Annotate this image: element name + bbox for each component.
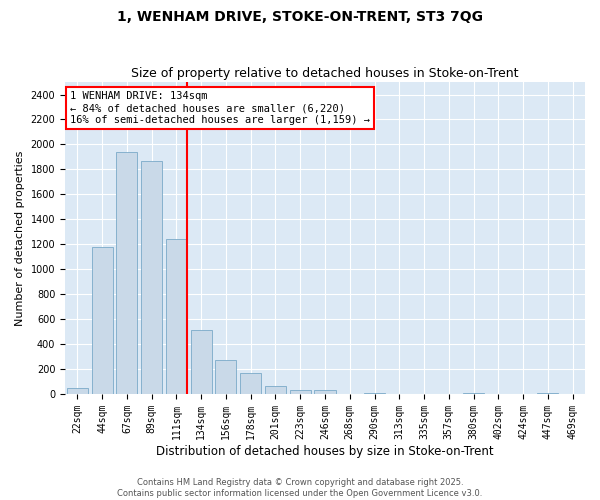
Text: 1 WENHAM DRIVE: 134sqm
← 84% of detached houses are smaller (6,220)
16% of semi-: 1 WENHAM DRIVE: 134sqm ← 84% of detached…: [70, 92, 370, 124]
Bar: [166, 240, 187, 394]
Text: 1, WENHAM DRIVE, STOKE-ON-TRENT, ST3 7QG: 1, WENHAM DRIVE, STOKE-ON-TRENT, ST3 7QG: [117, 10, 483, 24]
Bar: [141, 160, 162, 394]
Bar: [92, 246, 113, 394]
Bar: [240, 374, 261, 394]
Y-axis label: Number of detached properties: Number of detached properties: [15, 150, 25, 326]
Title: Size of property relative to detached houses in Stoke-on-Trent: Size of property relative to detached ho…: [131, 66, 519, 80]
Bar: [290, 390, 311, 394]
Bar: [265, 386, 286, 394]
Bar: [67, 388, 88, 394]
Text: Contains HM Land Registry data © Crown copyright and database right 2025.
Contai: Contains HM Land Registry data © Crown c…: [118, 478, 482, 498]
Bar: [191, 330, 212, 394]
X-axis label: Distribution of detached houses by size in Stoke-on-Trent: Distribution of detached houses by size …: [156, 444, 494, 458]
Bar: [116, 152, 137, 394]
Bar: [314, 390, 335, 394]
Bar: [364, 392, 385, 394]
Bar: [215, 360, 236, 394]
